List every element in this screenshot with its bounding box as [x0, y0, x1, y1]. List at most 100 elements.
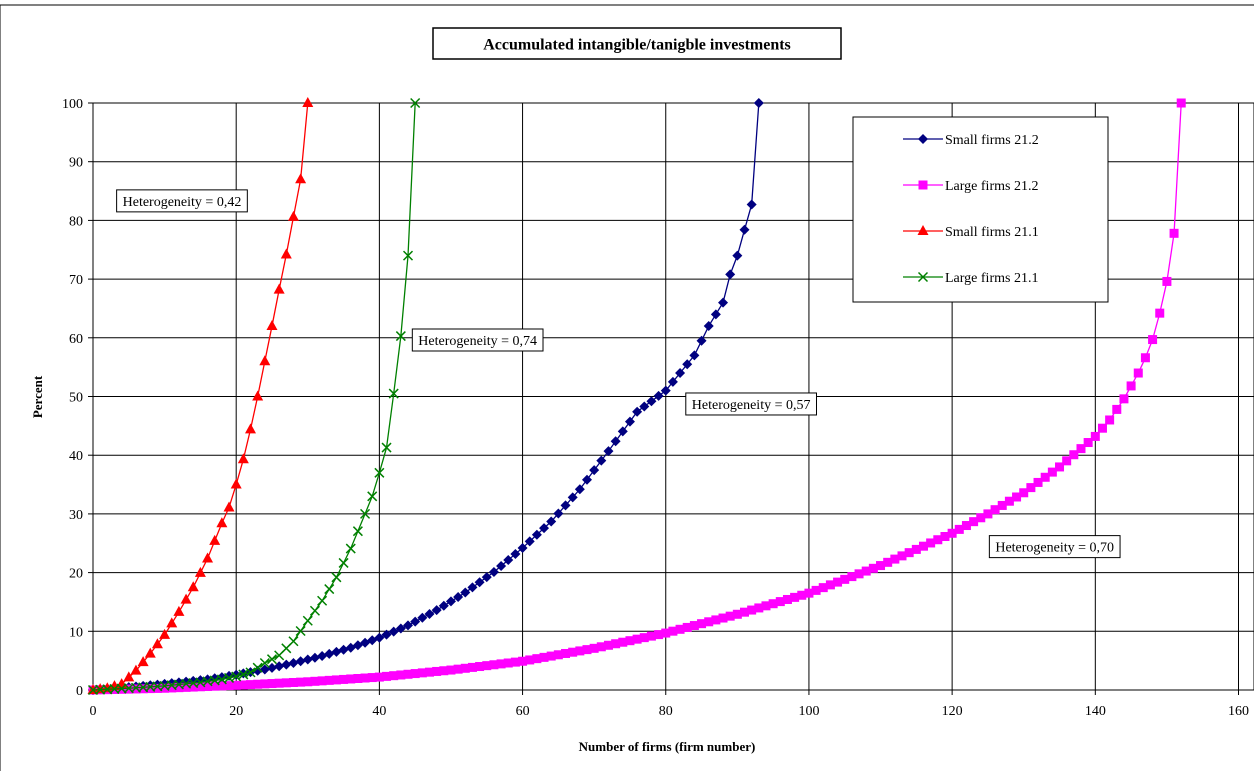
data-point: [496, 659, 506, 669]
data-point: [546, 651, 556, 661]
data-point: [546, 516, 557, 527]
annotation-box: Heterogeneity = 0,70: [988, 535, 1121, 559]
data-point: [911, 544, 921, 554]
data-point: [138, 684, 148, 694]
legend-item: Large firms 21.1: [903, 271, 1038, 286]
data-point: [144, 647, 156, 658]
data-point: [460, 663, 470, 673]
data-point: [711, 615, 721, 625]
data-point: [395, 331, 406, 342]
data-point: [854, 569, 864, 579]
data-point: [381, 442, 392, 453]
data-point: [160, 683, 170, 693]
data-point: [482, 661, 492, 671]
data-point: [761, 601, 771, 611]
x-tick-label: 40: [372, 704, 386, 719]
data-point: [324, 675, 334, 685]
data-point: [410, 616, 421, 627]
data-point: [281, 678, 291, 688]
data-point: [281, 659, 292, 670]
data-point: [1076, 444, 1086, 454]
data-point: [1097, 423, 1107, 433]
data-point: [611, 639, 621, 649]
data-point: [424, 608, 435, 619]
data-point: [395, 623, 406, 634]
data-point: [331, 646, 342, 657]
data-point: [861, 566, 871, 576]
data-point: [287, 210, 299, 221]
data-point: [352, 526, 363, 537]
data-point: [253, 679, 263, 689]
x-tick-label: 0: [90, 704, 97, 719]
data-point: [303, 677, 313, 687]
data-point: [596, 455, 607, 466]
axes: 0 10 20 30 40 50 60 70 80 90 100 0 20 40 60 80 100 120 140…: [62, 97, 1254, 719]
data-point: [510, 657, 520, 667]
data-point: [926, 538, 936, 548]
data-point: [475, 662, 485, 672]
legend-item: Small firms 21.2: [903, 133, 1039, 148]
legend-label: Large firms 21.2: [945, 179, 1038, 194]
annotation-box: Heterogeneity = 0,57: [685, 392, 817, 416]
data-point: [589, 643, 599, 653]
y-tick-label: 50: [69, 391, 83, 406]
data-point: [617, 426, 628, 437]
data-point: [531, 529, 542, 540]
data-point: [474, 577, 485, 588]
data-point: [360, 508, 371, 519]
data-point: [296, 677, 306, 687]
data-point: [246, 680, 256, 690]
data-point: [331, 572, 342, 583]
data-point: [382, 671, 392, 681]
data-point: [152, 683, 162, 693]
data-point: [460, 587, 471, 598]
data-point: [646, 396, 657, 407]
data-point: [997, 500, 1007, 510]
data-point: [417, 668, 427, 678]
data-point: [624, 416, 635, 427]
data-point: [1047, 467, 1057, 477]
data-point: [740, 607, 750, 617]
data-point: [403, 620, 414, 631]
data-point: [446, 665, 456, 675]
data-point: [1019, 488, 1029, 498]
data-point: [245, 423, 257, 434]
data-point: [432, 666, 442, 676]
data-point: [553, 508, 564, 519]
data-point: [295, 656, 306, 667]
data-point: [1004, 496, 1014, 506]
data-point: [309, 652, 320, 663]
legend-marker: [918, 134, 928, 144]
data-point: [1119, 394, 1129, 404]
data-point: [166, 617, 178, 628]
data-point: [467, 582, 478, 593]
gridlines: [93, 102, 1254, 690]
data-point: [131, 684, 141, 694]
data-point: [696, 335, 707, 346]
data-point: [1090, 431, 1100, 441]
y-tick-label: 40: [69, 449, 83, 464]
data-point: [1040, 472, 1050, 482]
data-point: [703, 321, 714, 332]
data-point: [224, 681, 234, 691]
data-point: [374, 467, 385, 478]
data-point: [603, 640, 613, 650]
data-point: [339, 674, 349, 684]
data-point: [338, 644, 349, 655]
data-point: [194, 566, 206, 577]
data-point: [653, 390, 664, 401]
data-point: [203, 681, 213, 691]
data-point: [589, 465, 600, 476]
data-point: [961, 521, 971, 531]
legend-label: Small firms 21.2: [945, 133, 1039, 148]
data-point: [525, 655, 535, 665]
data-point: [374, 672, 384, 682]
data-point: [410, 669, 420, 679]
data-point: [1026, 483, 1036, 493]
data-point: [453, 664, 463, 674]
data-point: [230, 478, 242, 489]
data-point: [1083, 438, 1093, 448]
data-point: [338, 557, 349, 568]
data-point: [567, 492, 578, 503]
